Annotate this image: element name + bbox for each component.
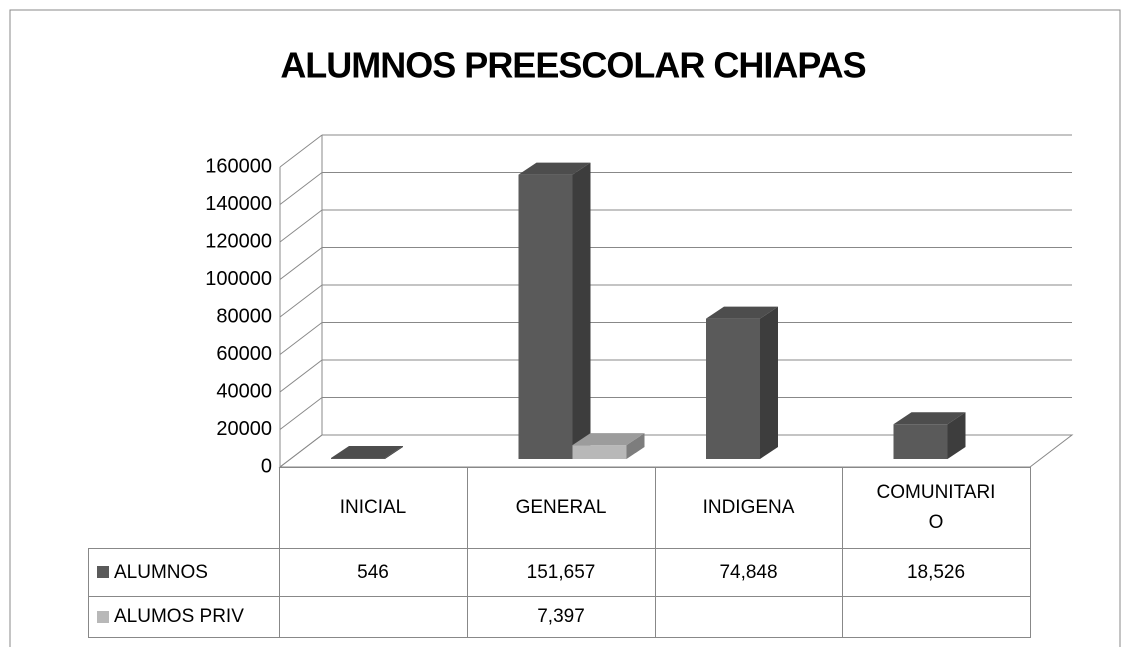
grid-line [279, 434, 323, 468]
y-tick-label: 160000 [205, 155, 272, 177]
series-label-cell: ALUMNOS [88, 548, 280, 597]
value-label: 18,526 [906, 561, 966, 583]
bar-side [947, 412, 966, 459]
bar-front [706, 318, 760, 459]
bar-side [385, 445, 403, 459]
category-cell: COMUNITARIO [841, 467, 1031, 549]
value-label: 74,848 [719, 561, 778, 583]
value-cell: 74,848 [654, 548, 843, 597]
value-cell: 7,397 [466, 596, 656, 638]
series-row: ALUMNOS 546 151,657 74,848 18,526 [88, 548, 1031, 597]
category-label: GENERAL [515, 497, 607, 518]
bar-top [572, 433, 645, 446]
grid-line [279, 134, 323, 168]
bar-front [893, 424, 948, 459]
value-cell [654, 596, 843, 638]
category-cell: INDIGENA [654, 467, 843, 549]
legend-label: ALUMNOS [114, 561, 208, 583]
category-cell: GENERAL [466, 467, 656, 549]
value-cell: 151,657 [466, 548, 656, 597]
y-tick-label: 40000 [216, 380, 272, 402]
bar-front [572, 445, 627, 459]
grid-line [279, 209, 323, 243]
y-tick-label: 20000 [216, 418, 272, 440]
grid-line [279, 247, 323, 280]
value-cell [841, 596, 1031, 638]
legend-key [97, 566, 109, 579]
corner-cell [88, 467, 280, 549]
grid-line [279, 284, 323, 318]
chart-border [9, 9, 1121, 647]
bar-front [518, 174, 573, 459]
header-row: INICIAL GENERAL INDIGENA COMUNITARIO [88, 467, 1031, 549]
value-cell: 18,526 [841, 548, 1031, 597]
chart-title: ALUMNOS PREESCOLAR CHIAPAS [280, 45, 865, 86]
bar-front [331, 457, 385, 459]
y-tick-label: 60000 [216, 343, 272, 365]
y-tick-label: 140000 [205, 193, 272, 215]
grid-line [279, 359, 323, 393]
category-label: INDIGENA [702, 497, 795, 518]
bar-top [518, 162, 591, 175]
legend-label: ALUMOS PRIV [114, 606, 244, 627]
value-label: 151,657 [526, 561, 596, 583]
bar-top [893, 412, 966, 425]
data-table: INICIAL GENERAL INDIGENA COMUNITARIO ALUMNOS… [88, 467, 1031, 638]
y-tick-label: 120000 [205, 230, 272, 252]
legend-key [97, 610, 109, 623]
bar-top [331, 445, 403, 458]
value-cell: 546 [278, 548, 468, 597]
bar-side [572, 162, 591, 459]
y-tick-label: 0 [261, 455, 272, 477]
value-label: 7,397 [537, 606, 585, 627]
bar-top [706, 306, 778, 319]
bar-side [626, 433, 645, 459]
category-cell: INICIAL [278, 467, 468, 549]
value-label: 546 [357, 561, 389, 583]
value-cell [278, 596, 468, 638]
y-tick-label: 80000 [216, 305, 272, 327]
category-label: INICIAL [339, 497, 407, 518]
category-label: COMUNITARIO [876, 482, 996, 533]
y-tick-label: 100000 [205, 268, 272, 290]
grid-line [279, 397, 323, 430]
series-row: ALUMOS PRIV 7,397 [88, 596, 1031, 638]
bar-side [760, 306, 778, 459]
series-label-cell: ALUMOS PRIV [88, 596, 280, 638]
grid-line [279, 322, 323, 355]
grid-line [279, 172, 323, 205]
